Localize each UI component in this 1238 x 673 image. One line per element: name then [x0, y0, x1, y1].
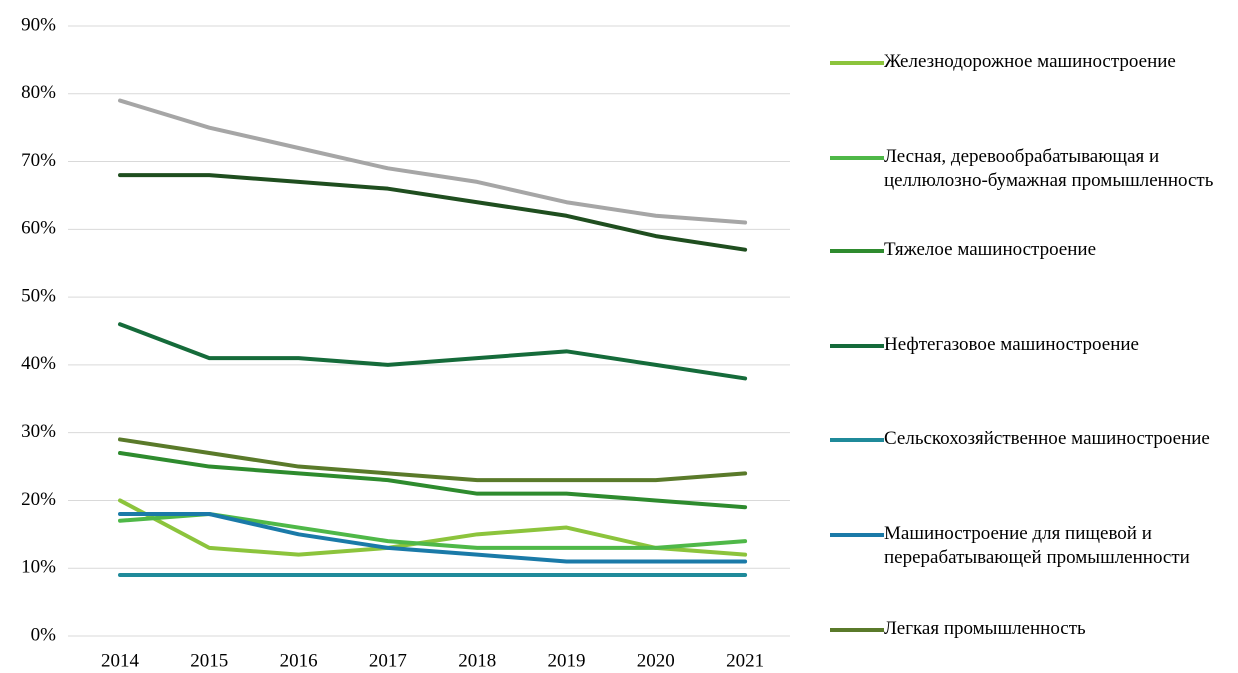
x-tick-label: 2021	[726, 650, 764, 671]
y-tick-label: 90%	[21, 14, 56, 35]
legend-marker	[830, 344, 884, 348]
legend-label: Лесная, деревообрабатывающая и целлюлозн…	[884, 146, 1214, 191]
x-tick-label: 2018	[458, 650, 496, 671]
series-line	[118, 98, 748, 225]
series-line	[118, 451, 748, 510]
y-tick-label: 0%	[31, 624, 57, 645]
legend-item: Легкая промышленность	[830, 617, 1230, 641]
series-line	[118, 512, 748, 550]
y-tick-label: 40%	[21, 353, 56, 374]
legend-label: Тяжелое машиностроение	[884, 239, 1096, 260]
legend-item: Сельскохозяйственное машиностроение	[830, 427, 1230, 451]
x-tick-label: 2020	[637, 650, 675, 671]
legend-marker	[830, 156, 884, 160]
y-tick-label: 20%	[21, 489, 56, 510]
x-tick-label: 2014	[101, 650, 140, 671]
y-tick-label: 10%	[21, 557, 56, 578]
y-tick-label: 70%	[21, 150, 56, 171]
x-tick-label: 2015	[190, 650, 228, 671]
legend-item: Тяжелое машиностроение	[830, 238, 1230, 262]
legend-marker	[830, 628, 884, 632]
series-line	[118, 437, 748, 483]
legend-marker	[830, 533, 884, 537]
legend-label: Машиностроение для пищевой и перерабатыв…	[884, 523, 1190, 568]
legend-label: Сельскохозяйственное машиностроение	[884, 428, 1210, 449]
legend-label: Легкая промышленность	[884, 618, 1086, 639]
series-line	[118, 512, 748, 564]
legend-label: Железнодорожное машиностроение	[884, 51, 1176, 72]
y-tick-label: 80%	[21, 82, 56, 103]
legend-marker	[830, 61, 884, 65]
y-tick-label: 60%	[21, 218, 56, 239]
series-line	[118, 498, 748, 557]
x-tick-label: 2017	[369, 650, 407, 671]
legend-marker	[830, 438, 884, 442]
y-tick-label: 30%	[21, 421, 56, 442]
legend-item: Лесная, деревообрабатывающая и целлюлозн…	[830, 145, 1230, 193]
y-tick-label: 50%	[21, 285, 56, 306]
series-line	[118, 173, 748, 252]
legend-item: Железнодорожное машиностроение	[830, 50, 1230, 74]
x-tick-label: 2019	[548, 650, 586, 671]
legend-label: Нефтегазовое машиностроение	[884, 334, 1139, 355]
x-tick-label: 2016	[280, 650, 318, 671]
legend-item: Машиностроение для пищевой и перерабатыв…	[830, 522, 1230, 570]
series-line	[118, 322, 748, 381]
legend-item: Нефтегазовое машиностроение	[830, 333, 1230, 357]
legend-marker	[830, 249, 884, 253]
